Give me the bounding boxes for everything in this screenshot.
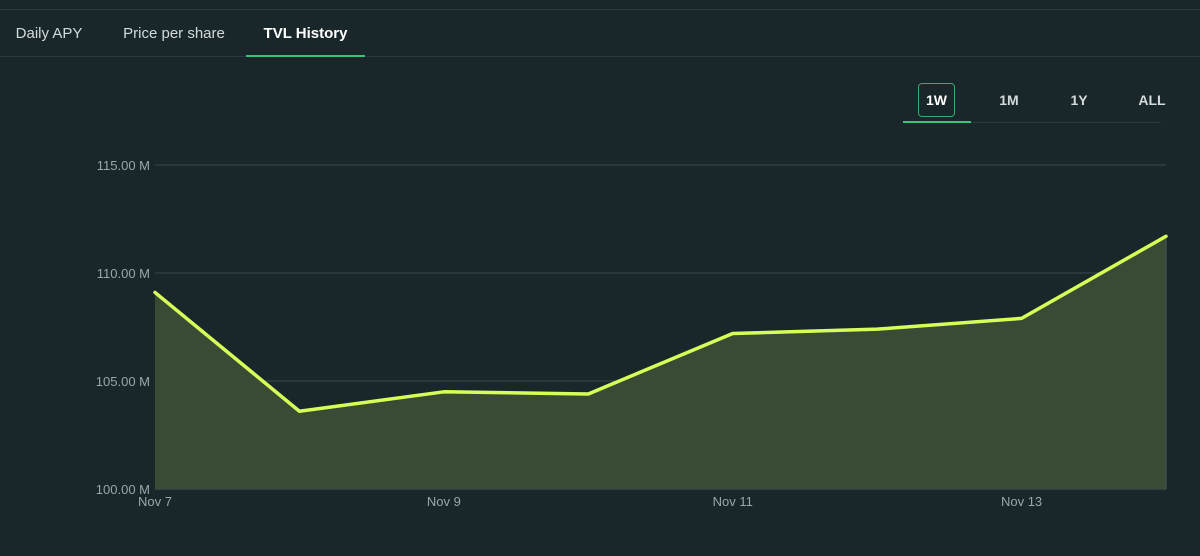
range-button-1w[interactable]: 1W: [918, 83, 955, 117]
x-tick-label: Nov 7: [138, 494, 172, 509]
time-range-selector: 1W 1M 1Y ALL: [903, 80, 1166, 123]
range-button-1m[interactable]: 1M: [999, 92, 1019, 108]
range-button-all[interactable]: ALL: [1138, 92, 1166, 108]
y-tick-label: 115.00 M: [97, 158, 150, 173]
tvl-series-line: [153, 234, 1168, 413]
range-active-indicator: [903, 121, 971, 123]
x-tick-label: Nov 9: [427, 494, 461, 509]
tab-daily-apy[interactable]: Daily APY: [15, 24, 83, 42]
range-button-1y[interactable]: 1Y: [1070, 92, 1088, 108]
tab-tvl-history[interactable]: TVL History: [246, 10, 365, 57]
y-tick-label: 110.00 M: [97, 266, 150, 281]
tvl-area-fill: [155, 236, 1166, 489]
tab-price-per-share[interactable]: Price per share: [123, 24, 225, 42]
tab-bar: Daily APY Price per share TVL History: [0, 10, 1200, 57]
top-border: [0, 9, 1200, 10]
x-tick-label: Nov 13: [1001, 494, 1042, 509]
y-tick-label: 105.00 M: [96, 374, 150, 389]
y-tick-label: 100.00 M: [96, 482, 150, 497]
x-tick-label: Nov 11: [713, 494, 753, 509]
